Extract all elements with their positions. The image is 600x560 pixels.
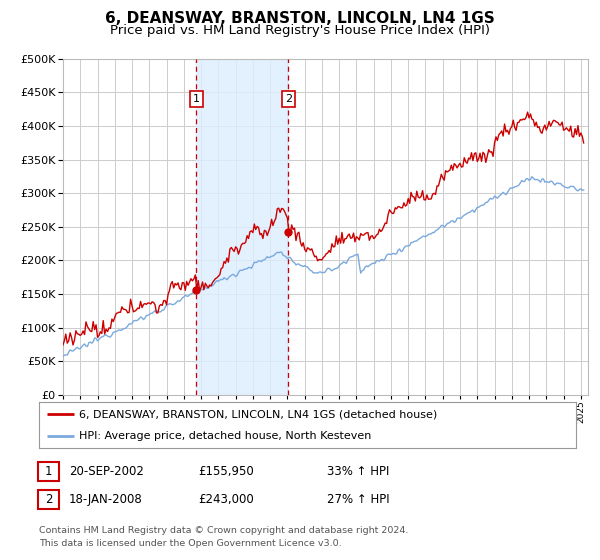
Text: 1: 1 bbox=[45, 465, 52, 478]
Text: 2: 2 bbox=[284, 94, 292, 104]
Text: 1: 1 bbox=[193, 94, 200, 104]
Text: 27% ↑ HPI: 27% ↑ HPI bbox=[327, 493, 389, 506]
Text: £243,000: £243,000 bbox=[198, 493, 254, 506]
Text: 2: 2 bbox=[45, 493, 52, 506]
Text: Price paid vs. HM Land Registry's House Price Index (HPI): Price paid vs. HM Land Registry's House … bbox=[110, 24, 490, 36]
Text: HPI: Average price, detached house, North Kesteven: HPI: Average price, detached house, Nort… bbox=[79, 431, 371, 441]
Text: £155,950: £155,950 bbox=[198, 465, 254, 478]
Text: 6, DEANSWAY, BRANSTON, LINCOLN, LN4 1GS (detached house): 6, DEANSWAY, BRANSTON, LINCOLN, LN4 1GS … bbox=[79, 409, 437, 419]
Text: Contains HM Land Registry data © Crown copyright and database right 2024.: Contains HM Land Registry data © Crown c… bbox=[39, 526, 409, 535]
Text: 33% ↑ HPI: 33% ↑ HPI bbox=[327, 465, 389, 478]
Text: 18-JAN-2008: 18-JAN-2008 bbox=[69, 493, 143, 506]
Bar bbox=[196, 59, 288, 395]
Text: 6, DEANSWAY, BRANSTON, LINCOLN, LN4 1GS: 6, DEANSWAY, BRANSTON, LINCOLN, LN4 1GS bbox=[105, 11, 495, 26]
Text: This data is licensed under the Open Government Licence v3.0.: This data is licensed under the Open Gov… bbox=[39, 539, 341, 548]
Text: 20-SEP-2002: 20-SEP-2002 bbox=[69, 465, 144, 478]
